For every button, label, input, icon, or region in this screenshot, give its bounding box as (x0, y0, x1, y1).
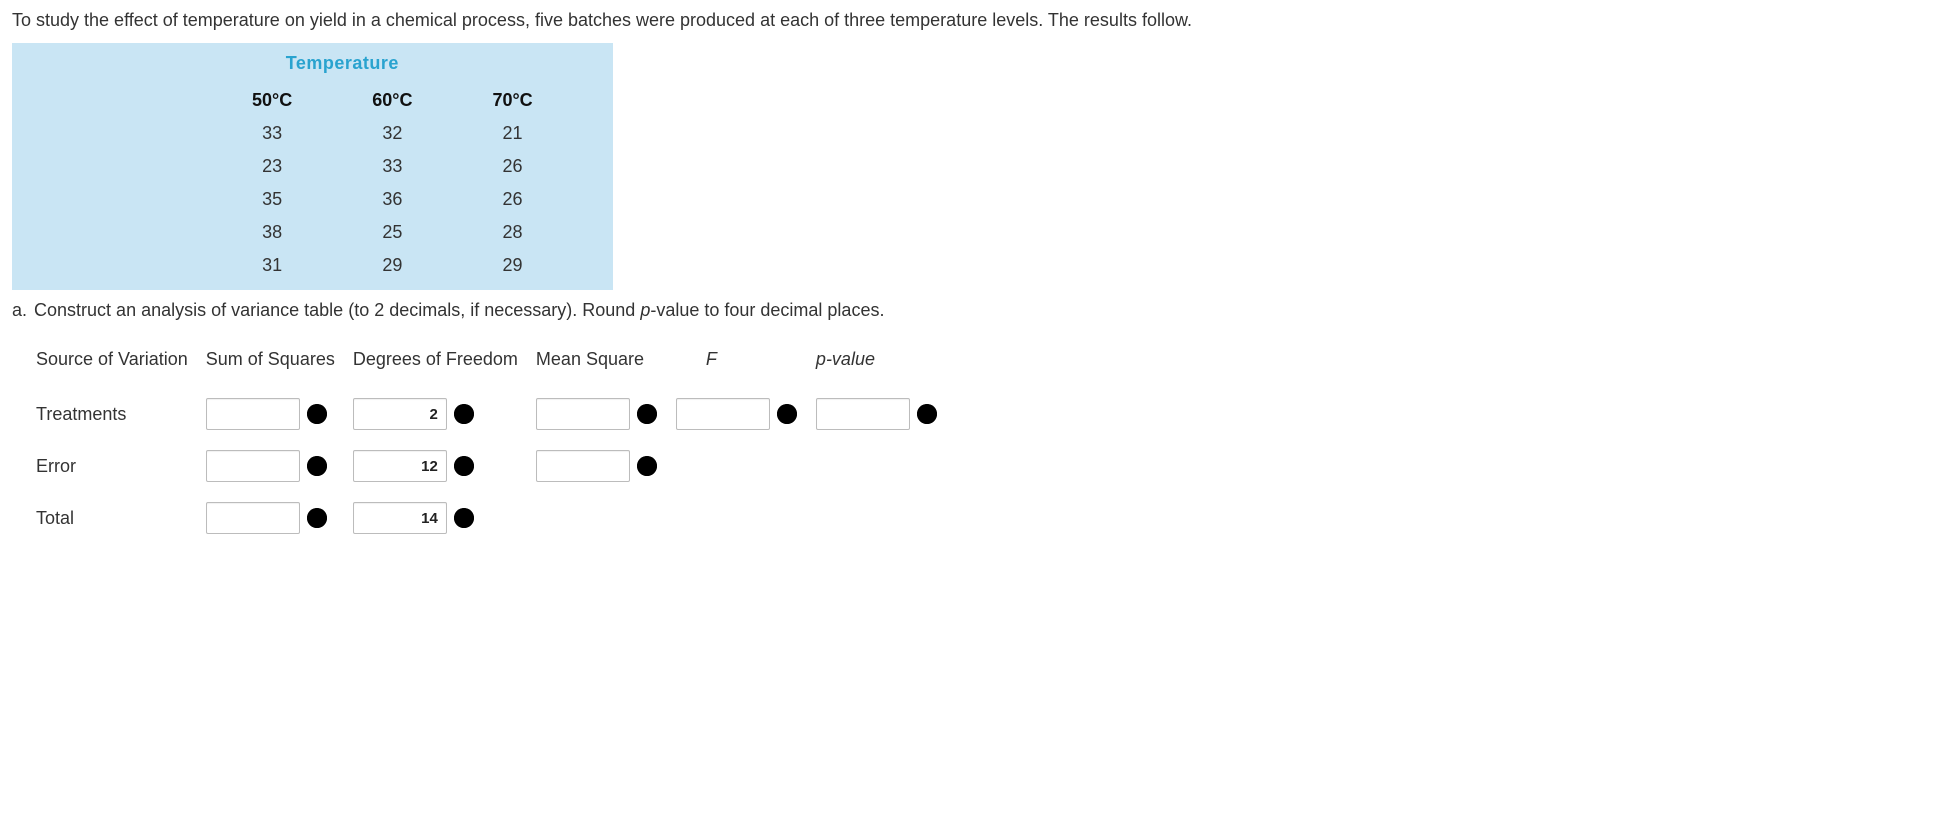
data-table-body: 333221233326353626382528312929 (212, 117, 573, 282)
x-icon (636, 403, 658, 425)
anova-row-label: Total (36, 492, 206, 544)
part-a-text-before: Construct an analysis of variance table … (34, 300, 640, 320)
treatments-f-input[interactable] (676, 398, 770, 430)
treatments-p-input[interactable] (816, 398, 910, 430)
table-cell: 25 (332, 216, 452, 249)
table-row: 312929 (212, 249, 573, 282)
anova-cell-empty (536, 492, 676, 544)
table-cell: 38 (212, 216, 332, 249)
treatments-ss-input[interactable] (206, 398, 300, 430)
table-cell: 32 (332, 117, 452, 150)
table-cell: 23 (212, 150, 332, 183)
anova-cell-p (816, 388, 956, 440)
table-cell: 26 (452, 183, 572, 216)
anova-header-p-suffix: -value (826, 349, 875, 369)
part-a-italic-p: p (640, 300, 650, 320)
col-header-60c: 60°C (332, 84, 452, 117)
anova-header-p-italic: p (816, 349, 826, 369)
error-ms-input[interactable] (536, 450, 630, 482)
anova-cell-df (353, 388, 536, 440)
table-cell: 26 (452, 150, 572, 183)
x-icon (776, 403, 798, 425)
table-cell: 33 (212, 117, 332, 150)
table-cell: 29 (452, 249, 572, 282)
total-ss-input[interactable] (206, 502, 300, 534)
table-row: 233326 (212, 150, 573, 183)
check-icon (453, 507, 475, 529)
anova-header-p: p-value (816, 349, 956, 388)
anova-row-label: Treatments (36, 388, 206, 440)
anova-cell-ss (206, 440, 353, 492)
table-cell: 29 (332, 249, 452, 282)
x-icon (916, 403, 938, 425)
question-text: To study the effect of temperature on yi… (12, 8, 1936, 33)
part-a-prompt: a. Construct an analysis of variance tab… (12, 300, 1936, 321)
anova-cell-ms (536, 388, 676, 440)
table-row: 333221 (212, 117, 573, 150)
anova-body: Treatments Error Total (36, 388, 956, 544)
table-cell: 35 (212, 183, 332, 216)
anova-cell-empty (816, 440, 956, 492)
table-row: 382528 (212, 216, 573, 249)
table-row: 353626 (212, 183, 573, 216)
data-table-title: Temperature (112, 53, 573, 74)
anova-table: Source of Variation Sum of Squares Degre… (36, 349, 956, 544)
part-a-text-after: -value to four decimal places. (650, 300, 884, 320)
anova-cell-df (353, 440, 536, 492)
anova-cell-df (353, 492, 536, 544)
table-cell: 36 (332, 183, 452, 216)
anova-cell-ss (206, 388, 353, 440)
anova-row-label: Error (36, 440, 206, 492)
table-cell: 33 (332, 150, 452, 183)
anova-header-ms: Mean Square (536, 349, 676, 388)
anova-header-source: Source of Variation (36, 349, 206, 388)
total-df-input[interactable] (353, 502, 447, 534)
data-table: 50°C 60°C 70°C 3332212333263536263825283… (212, 84, 573, 282)
table-cell: 21 (452, 117, 572, 150)
col-header-50c: 50°C (212, 84, 332, 117)
table-cell: 28 (452, 216, 572, 249)
error-ss-input[interactable] (206, 450, 300, 482)
anova-row-treatments: Treatments (36, 388, 956, 440)
anova-cell-empty (816, 492, 956, 544)
treatments-ms-input[interactable] (536, 398, 630, 430)
anova-row-error: Error (36, 440, 956, 492)
anova-cell-ms (536, 440, 676, 492)
x-icon (306, 403, 328, 425)
data-table-container: Temperature 50°C 60°C 70°C 3332212333263… (12, 43, 613, 290)
table-cell: 31 (212, 249, 332, 282)
anova-header-df: Degrees of Freedom (353, 349, 536, 388)
check-icon (453, 403, 475, 425)
anova-row-total: Total (36, 492, 956, 544)
anova-cell-ss (206, 492, 353, 544)
anova-cell-empty (676, 440, 816, 492)
error-df-input[interactable] (353, 450, 447, 482)
anova-cell-f (676, 388, 816, 440)
x-icon (306, 455, 328, 477)
col-header-70c: 70°C (452, 84, 572, 117)
x-icon (306, 507, 328, 529)
anova-header-f: F (676, 349, 816, 388)
anova-cell-empty (676, 492, 816, 544)
check-icon (453, 455, 475, 477)
part-a-letter: a. (12, 300, 27, 320)
x-icon (636, 455, 658, 477)
anova-header-ss: Sum of Squares (206, 349, 353, 388)
treatments-df-input[interactable] (353, 398, 447, 430)
